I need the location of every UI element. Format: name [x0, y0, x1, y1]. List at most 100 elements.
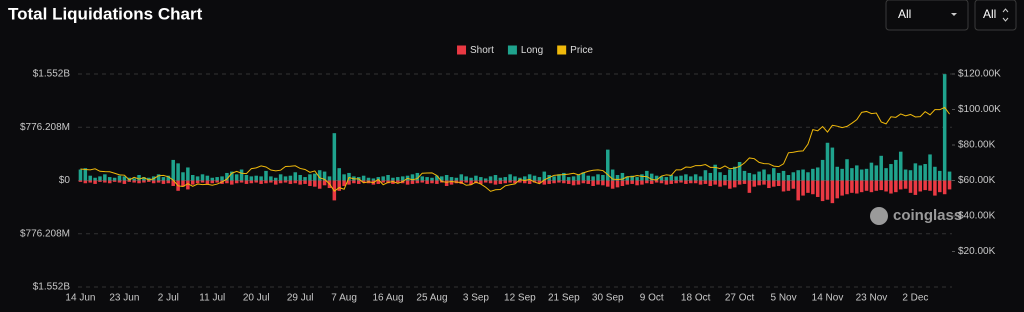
bar [684, 180, 688, 184]
bar [713, 180, 717, 185]
bar [195, 176, 200, 181]
bar [698, 180, 703, 185]
bar [835, 180, 840, 199]
bar [679, 180, 683, 183]
bar [811, 168, 815, 181]
bar [483, 180, 488, 183]
bar [527, 180, 532, 184]
dropdown-label[interactable]: All [898, 7, 911, 21]
bar [874, 165, 879, 181]
bar [103, 174, 107, 181]
y-tick-label: $0 [59, 175, 71, 186]
bar [264, 180, 268, 184]
bar [840, 180, 844, 196]
caret[interactable] [951, 13, 957, 16]
bar [879, 180, 883, 191]
bar [923, 180, 927, 191]
bar [278, 174, 283, 181]
range-dropdown[interactable]: All [885, 0, 969, 31]
bar [703, 180, 708, 184]
bar [864, 180, 869, 191]
bar [674, 180, 678, 184]
bar [347, 172, 351, 181]
bar [518, 180, 522, 183]
bar [230, 180, 234, 185]
bar [938, 180, 942, 193]
bar [161, 180, 166, 184]
bar [273, 177, 278, 181]
bar [181, 180, 185, 187]
bar [684, 174, 688, 181]
dropdown-label[interactable]: All [983, 7, 996, 21]
bar [747, 172, 752, 181]
bar [273, 180, 278, 185]
y2-tick-label: $20.00K [958, 246, 996, 257]
bar [215, 180, 219, 183]
bar [513, 176, 517, 181]
bar [649, 180, 654, 184]
bar [435, 180, 439, 184]
x-tick-label: 23 Jun [109, 293, 139, 304]
bar [78, 169, 83, 181]
bar [703, 170, 708, 181]
bar [884, 168, 888, 181]
dropdown-box[interactable] [885, 0, 969, 31]
bar [918, 180, 923, 192]
bar [166, 175, 171, 181]
bar [576, 175, 581, 181]
bar [308, 180, 312, 186]
bar [562, 180, 566, 184]
bar [532, 175, 537, 181]
bar [425, 177, 429, 181]
bar [342, 180, 346, 186]
bar [776, 180, 781, 186]
x-tick-label: 14 Nov [812, 293, 844, 304]
bar [283, 176, 288, 181]
coin-dropdown[interactable]: All [974, 0, 1017, 31]
bar [342, 174, 346, 181]
spinner[interactable] [1002, 8, 1009, 22]
bar [566, 177, 571, 181]
bar [898, 180, 903, 190]
bar [415, 172, 420, 181]
bar [200, 174, 205, 181]
y-tick-label: $1.552B [33, 69, 71, 80]
bar [669, 175, 674, 181]
legend-label: Short [470, 45, 494, 56]
dropdown-box[interactable] [974, 0, 1017, 31]
bar [78, 180, 83, 182]
bar [381, 180, 385, 183]
bar [361, 180, 366, 183]
bar [244, 175, 249, 181]
bar [376, 177, 381, 181]
bar [537, 177, 542, 181]
bar [230, 171, 234, 181]
bar [298, 180, 302, 185]
bar [381, 176, 385, 181]
legend-swatch [507, 45, 517, 55]
bar [820, 180, 825, 202]
bar [259, 180, 263, 184]
bar [576, 180, 581, 185]
bar [796, 170, 800, 181]
bar [142, 180, 146, 183]
bar [840, 168, 844, 181]
bar [488, 176, 493, 181]
bar [742, 170, 747, 181]
bar [190, 175, 195, 181]
bar [869, 180, 874, 193]
bar [107, 177, 112, 181]
y2-tick-label: $100.00K [958, 104, 1001, 115]
bar [254, 180, 258, 183]
bar [464, 176, 468, 181]
bar [313, 180, 317, 187]
bar [698, 176, 703, 181]
bar [523, 180, 527, 184]
y-tick-label: $776.208M [20, 122, 70, 133]
x-tick-label: 2 Dec [902, 293, 928, 304]
bar [322, 180, 327, 186]
bar [942, 74, 947, 181]
bar [649, 173, 654, 181]
bar [728, 169, 732, 181]
bar [493, 180, 498, 185]
